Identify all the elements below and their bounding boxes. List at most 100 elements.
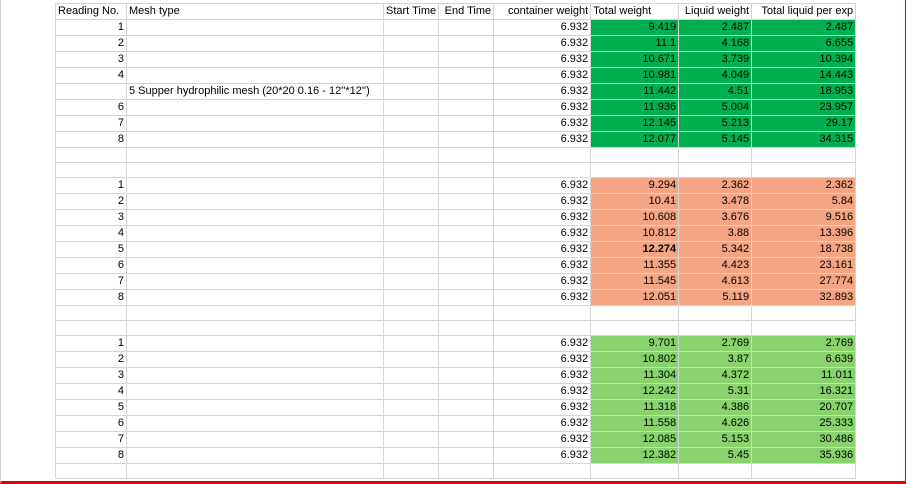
empty-cell[interactable]: [590, 147, 680, 163]
end-time-cell[interactable]: [438, 193, 495, 210]
total-liquid-cell[interactable]: 2.769: [751, 335, 857, 352]
liquid-weight-cell[interactable]: 5.119: [678, 289, 753, 306]
empty-cell[interactable]: [126, 320, 384, 336]
container-weight-cell[interactable]: 6.932: [493, 131, 592, 148]
end-time-cell[interactable]: [438, 351, 495, 368]
container-weight-cell[interactable]: 6.932: [493, 241, 592, 258]
total-weight-cell[interactable]: 12.051: [590, 289, 680, 306]
start-time-cell[interactable]: [382, 19, 440, 36]
start-time-cell[interactable]: [382, 35, 440, 52]
end-time-cell[interactable]: [438, 399, 495, 416]
liquid-weight-cell[interactable]: 3.478: [678, 193, 753, 210]
liquid-weight-cell[interactable]: 3.739: [678, 51, 753, 68]
total-weight-cell[interactable]: 10.812: [590, 225, 680, 242]
container-weight-cell[interactable]: 6.932: [493, 35, 592, 52]
total-weight-cell[interactable]: 10.608: [590, 209, 680, 226]
empty-cell[interactable]: [493, 147, 592, 163]
start-time-cell[interactable]: [382, 209, 440, 226]
start-time-cell[interactable]: [382, 257, 440, 274]
mesh-type-cell[interactable]: [126, 257, 384, 274]
total-liquid-cell[interactable]: 18.953: [751, 83, 857, 100]
start-time-cell[interactable]: [382, 273, 440, 290]
start-time-cell[interactable]: [382, 335, 440, 352]
total-weight-cell[interactable]: 9.419: [590, 19, 680, 36]
start-time-cell[interactable]: [382, 83, 440, 100]
liquid-weight-cell[interactable]: 4.168: [678, 35, 753, 52]
total-liquid-cell[interactable]: 20.707: [751, 399, 857, 416]
liquid-weight-cell[interactable]: 5.45: [678, 447, 753, 464]
empty-cell[interactable]: [493, 162, 592, 178]
total-liquid-cell[interactable]: 6.639: [751, 351, 857, 368]
reading-no-cell[interactable]: [55, 83, 127, 100]
container-weight-cell[interactable]: 6.932: [493, 335, 592, 352]
start-time-cell[interactable]: [382, 415, 440, 432]
end-time-cell[interactable]: [438, 367, 495, 384]
container-weight-cell[interactable]: 6.932: [493, 273, 592, 290]
empty-cell[interactable]: [751, 147, 857, 163]
total-liquid-cell[interactable]: 14.443: [751, 67, 857, 84]
empty-cell[interactable]: [751, 320, 857, 336]
total-liquid-cell[interactable]: 29.17: [751, 115, 857, 132]
total-liquid-cell[interactable]: 13.396: [751, 225, 857, 242]
mesh-type-cell[interactable]: [126, 131, 384, 148]
end-time-cell[interactable]: [438, 431, 495, 448]
total-liquid-cell[interactable]: 5.84: [751, 193, 857, 210]
empty-cell[interactable]: [126, 162, 384, 178]
empty-cell[interactable]: [751, 162, 857, 178]
mesh-type-cell[interactable]: [126, 19, 384, 36]
mesh-type-cell[interactable]: [126, 351, 384, 368]
container-weight-cell[interactable]: 6.932: [493, 83, 592, 100]
empty-cell[interactable]: [382, 305, 440, 321]
container-weight-cell[interactable]: 6.932: [493, 115, 592, 132]
mesh-type-cell[interactable]: [126, 431, 384, 448]
mesh-type-cell[interactable]: [126, 115, 384, 132]
reading-no-cell[interactable]: 2: [55, 193, 127, 210]
reading-no-cell[interactable]: 7: [55, 273, 127, 290]
end-time-cell[interactable]: [438, 273, 495, 290]
total-weight-cell[interactable]: 11.545: [590, 273, 680, 290]
start-time-cell[interactable]: [382, 99, 440, 116]
start-time-cell[interactable]: [382, 367, 440, 384]
empty-cell[interactable]: [55, 147, 127, 163]
start-time-cell[interactable]: [382, 351, 440, 368]
reading-no-cell[interactable]: 2: [55, 35, 127, 52]
start-time-cell[interactable]: [382, 399, 440, 416]
mesh-type-cell[interactable]: [126, 241, 384, 258]
mesh-type-cell[interactable]: [126, 399, 384, 416]
reading-no-cell[interactable]: 5: [55, 399, 127, 416]
mesh-type-label[interactable]: 5 Supper hydrophilic mesh (20*20 0.16 - …: [126, 83, 384, 100]
empty-cell[interactable]: [438, 147, 495, 163]
total-weight-cell[interactable]: 11.442: [590, 83, 680, 100]
liquid-weight-cell[interactable]: 4.613: [678, 273, 753, 290]
reading-no-cell[interactable]: 8: [55, 447, 127, 464]
start-time-cell[interactable]: [382, 383, 440, 400]
liquid-weight-cell[interactable]: 4.626: [678, 415, 753, 432]
liquid-weight-cell[interactable]: 3.88: [678, 225, 753, 242]
reading-no-cell[interactable]: 4: [55, 225, 127, 242]
liquid-weight-cell[interactable]: 5.004: [678, 99, 753, 116]
start-time-cell[interactable]: [382, 115, 440, 132]
end-time-cell[interactable]: [438, 131, 495, 148]
total-liquid-cell[interactable]: 16.321: [751, 383, 857, 400]
total-weight-cell[interactable]: 11.936: [590, 99, 680, 116]
end-time-cell[interactable]: [438, 67, 495, 84]
mesh-type-cell[interactable]: [126, 415, 384, 432]
reading-no-cell[interactable]: 7: [55, 115, 127, 132]
total-liquid-cell[interactable]: 27.774: [751, 273, 857, 290]
liquid-weight-cell[interactable]: 5.145: [678, 131, 753, 148]
mesh-type-cell[interactable]: [126, 335, 384, 352]
liquid-weight-cell[interactable]: 3.87: [678, 351, 753, 368]
reading-no-cell[interactable]: 8: [55, 131, 127, 148]
start-time-cell[interactable]: [382, 131, 440, 148]
total-liquid-cell[interactable]: 2.487: [751, 19, 857, 36]
empty-cell[interactable]: [126, 305, 384, 321]
liquid-weight-cell[interactable]: 4.386: [678, 399, 753, 416]
empty-cell[interactable]: [590, 305, 680, 321]
container-weight-cell[interactable]: 6.932: [493, 447, 592, 464]
mesh-type-cell[interactable]: [126, 289, 384, 306]
container-weight-cell[interactable]: 6.932: [493, 257, 592, 274]
total-weight-cell[interactable]: 10.41: [590, 193, 680, 210]
empty-cell[interactable]: [678, 162, 753, 178]
header-liquid-weight[interactable]: Liquid weight: [678, 3, 753, 20]
empty-cell[interactable]: [382, 320, 440, 336]
